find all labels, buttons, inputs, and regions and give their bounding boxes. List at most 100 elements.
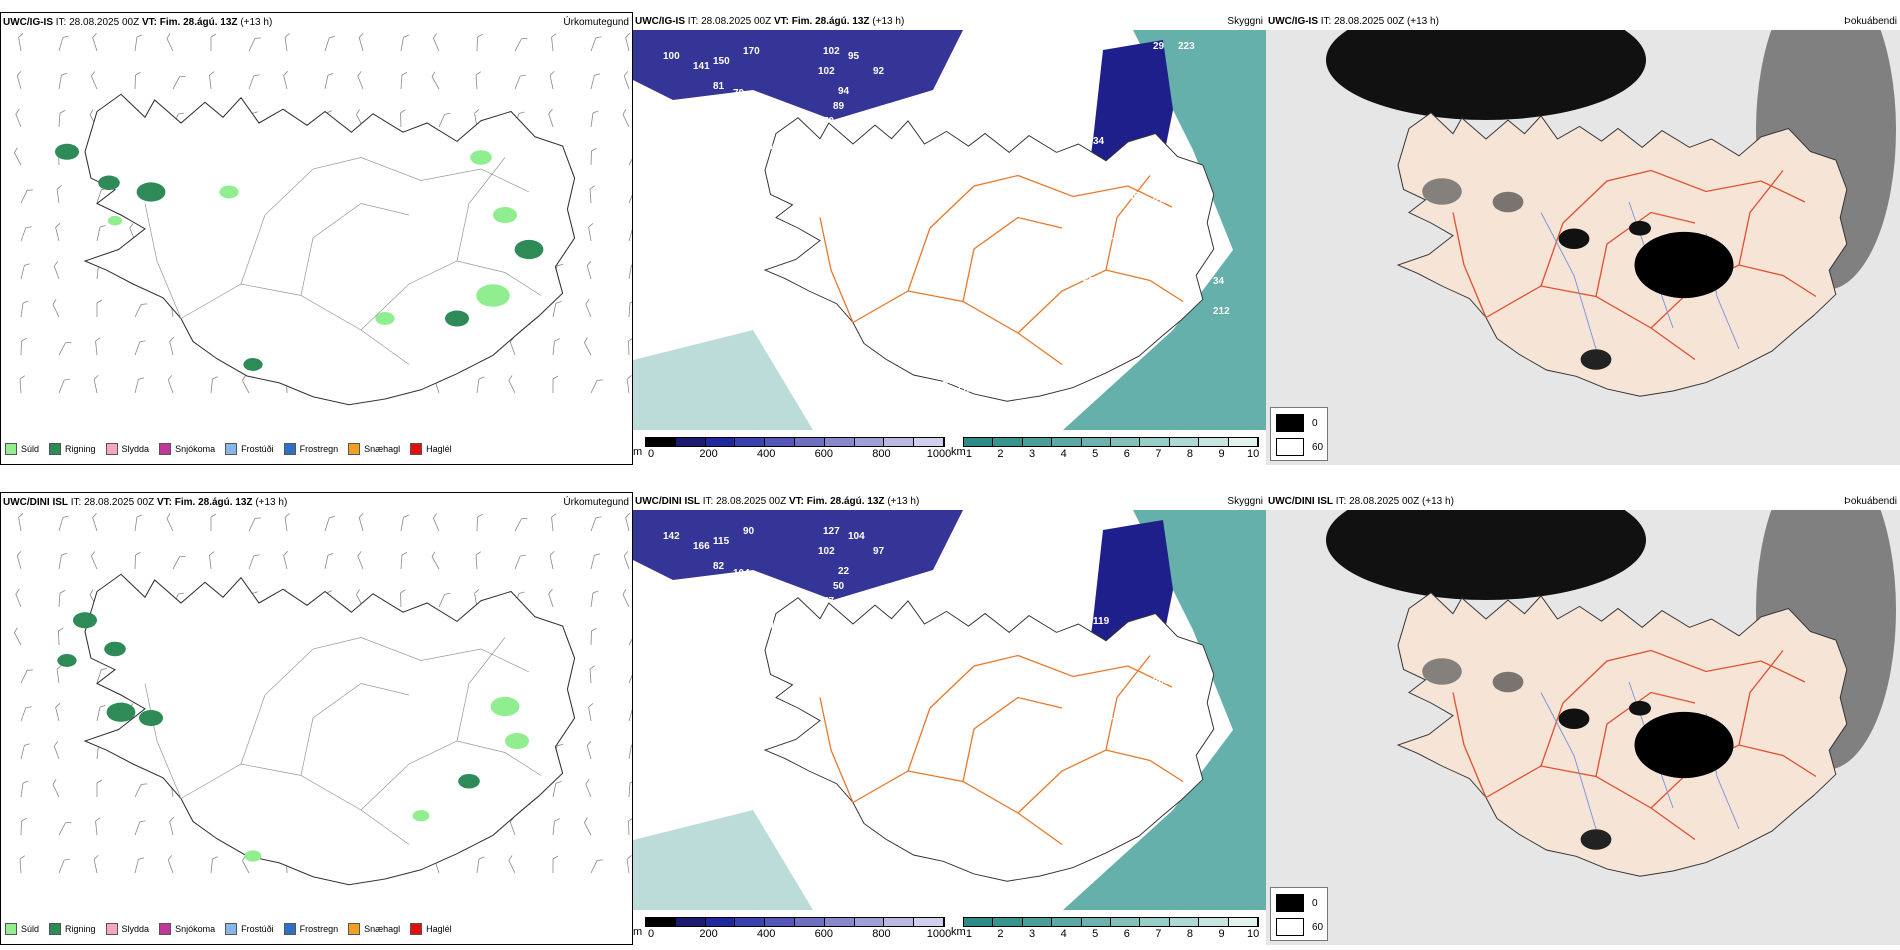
scale-cell bbox=[705, 918, 736, 926]
scale-cell bbox=[1199, 438, 1229, 446]
scale-tick-label: 8 bbox=[1186, 928, 1193, 940]
cloud-base-scale: 0 200 400 600 800 1000 m bbox=[633, 437, 951, 463]
legend-label: Snæhagl bbox=[364, 924, 401, 934]
scale-cell bbox=[735, 438, 766, 446]
legend-swatch bbox=[283, 443, 296, 455]
scale-cell bbox=[1140, 918, 1170, 926]
cloud-base-label: 49 bbox=[1013, 256, 1025, 267]
cloud-base-label: 79 bbox=[713, 154, 725, 165]
cloud-base-label: 91 bbox=[1043, 266, 1055, 277]
cloud-base-label: 77 bbox=[1053, 86, 1065, 97]
scale-cell bbox=[914, 918, 944, 926]
panel-title: UWC/DINI ISL IT: 28.08.2025 00Z VT: Fim.… bbox=[3, 497, 288, 508]
legend-item: Rigning bbox=[49, 923, 96, 935]
legend-item: Snjókoma bbox=[159, 923, 215, 935]
cloud-base-label: 44 bbox=[803, 676, 815, 687]
cloud-base-label: 93 bbox=[1073, 156, 1085, 167]
cloud-base-label: 119 bbox=[1093, 616, 1110, 627]
legend-item: Snjókoma bbox=[159, 443, 215, 455]
cloud-base-label: 314 bbox=[1013, 736, 1030, 747]
panel-title: UWC/DINI ISL IT: 28.08.2025 00Z (+13 h) bbox=[1268, 496, 1454, 507]
legend-label: Rigning bbox=[65, 924, 96, 934]
panel-title: UWC/DINI ISL IT: 28.08.2025 00Z VT: Fim.… bbox=[635, 496, 920, 507]
scale-cell bbox=[1052, 918, 1082, 926]
fog-indicator-panel-2: UWC/DINI ISL IT: 28.08.2025 00Z (+13 h) … bbox=[1266, 492, 1900, 945]
scale-cell bbox=[735, 918, 766, 926]
cloud-base-label: 35 bbox=[1103, 191, 1115, 202]
scale-tick-label: 10 bbox=[1246, 928, 1260, 940]
cloud-base-label: 114 bbox=[1073, 591, 1090, 602]
scale-tick-label: 1 bbox=[965, 448, 972, 460]
scale-tick-label: 4 bbox=[1060, 448, 1067, 460]
cloud-base-label: 50 bbox=[833, 581, 845, 592]
scale-tick-label: 800 bbox=[872, 928, 891, 940]
cloud-base-label: 37 bbox=[1093, 211, 1105, 222]
scale-tick-label: 3 bbox=[1029, 928, 1036, 940]
legend-swatch bbox=[49, 923, 62, 935]
legend-label: Súld bbox=[21, 924, 40, 934]
scale-tick-label: 400 bbox=[757, 448, 776, 460]
legend-item: Súld bbox=[5, 923, 39, 935]
legend-item: Frostúði bbox=[225, 443, 274, 455]
cloud-base-label: 99 bbox=[1053, 611, 1065, 622]
cloud-base-label: 67 bbox=[1033, 71, 1045, 82]
legend-swatch bbox=[283, 923, 296, 935]
cloud-base-label: 124 bbox=[1093, 691, 1110, 702]
cloud-base-label: 34 bbox=[1213, 276, 1225, 287]
cloud-base-label: 98 bbox=[743, 166, 755, 177]
iceland-precip-map bbox=[14, 513, 632, 886]
cloud-base-label: 111 bbox=[1053, 566, 1069, 577]
scale-cell bbox=[705, 438, 736, 446]
scale-cell bbox=[1140, 438, 1170, 446]
cloud-base-label: 85 bbox=[773, 176, 785, 187]
legend-label: Súld bbox=[21, 444, 40, 454]
cloud-base-label: 13 bbox=[833, 226, 845, 237]
scale-cell bbox=[1228, 438, 1259, 446]
legend-item: Haglél bbox=[410, 923, 452, 935]
fog-legend-swatch bbox=[1276, 894, 1304, 912]
visibility-panel-2: UWC/DINI ISL IT: 28.08.2025 00Z VT: Fim.… bbox=[633, 492, 1266, 945]
legend-label: Frostúði bbox=[241, 444, 274, 454]
scale-tick-label: 5 bbox=[1092, 928, 1099, 940]
cloud-base-label: 28 bbox=[948, 351, 960, 362]
panel-name: Skyggni bbox=[1227, 16, 1263, 27]
scale-cell bbox=[1052, 438, 1082, 446]
legend-swatch bbox=[410, 443, 423, 455]
cloud-base-label: 80 bbox=[743, 126, 755, 137]
cloud-base-label: 32 bbox=[1133, 266, 1145, 277]
fog-legend: 0 60 bbox=[1270, 887, 1328, 941]
iceland-fog-map bbox=[1266, 510, 1900, 945]
legend-label: Snjókoma bbox=[175, 924, 216, 934]
scale-tick-label: 2 bbox=[997, 928, 1004, 940]
scale-cells bbox=[645, 917, 945, 927]
scale-cell bbox=[1081, 438, 1112, 446]
cloud-base-label: 81 bbox=[763, 141, 775, 152]
visibility-scale: 1 2 3 4 5 6 7 8 9 10 km bbox=[951, 917, 1260, 943]
cloud-base-label: 81 bbox=[713, 81, 725, 92]
legend-swatch bbox=[159, 923, 172, 935]
cloud-base-label: 32 bbox=[1153, 196, 1165, 207]
scale-cell bbox=[884, 438, 915, 446]
scale-cell bbox=[1022, 918, 1053, 926]
scale-cell bbox=[765, 438, 795, 446]
scale-tick-label: 6 bbox=[1123, 448, 1130, 460]
legend-swatch bbox=[5, 443, 17, 455]
scale-tick-label: 3 bbox=[1029, 448, 1036, 460]
scale-tick-label: 800 bbox=[872, 448, 891, 460]
scale-unit: km bbox=[951, 446, 966, 458]
legend-swatch bbox=[105, 923, 118, 935]
cloud-base-label: 77 bbox=[1033, 551, 1045, 562]
fog-legend-row: 0 bbox=[1276, 414, 1327, 432]
cloud-base-label: 115 bbox=[713, 536, 730, 547]
scale-tick-label: 9 bbox=[1218, 448, 1225, 460]
scale-tick-label: 4 bbox=[1060, 928, 1067, 940]
panel-name: Þokuábendi bbox=[1844, 496, 1897, 507]
scale-cell bbox=[854, 918, 885, 926]
scale-cell bbox=[964, 438, 994, 446]
cloud-base-label: 76 bbox=[1053, 586, 1065, 597]
legend-label: Slydda bbox=[121, 444, 150, 454]
cloud-base-label: 92 bbox=[873, 66, 885, 77]
scale-cell bbox=[794, 918, 825, 926]
scale-tick-label: 0 bbox=[647, 448, 655, 460]
iceland-visibility-map: 142 166 115 90 127 104 102 97 82 104 22 50 47 61 44 44 4… bbox=[633, 510, 1266, 910]
